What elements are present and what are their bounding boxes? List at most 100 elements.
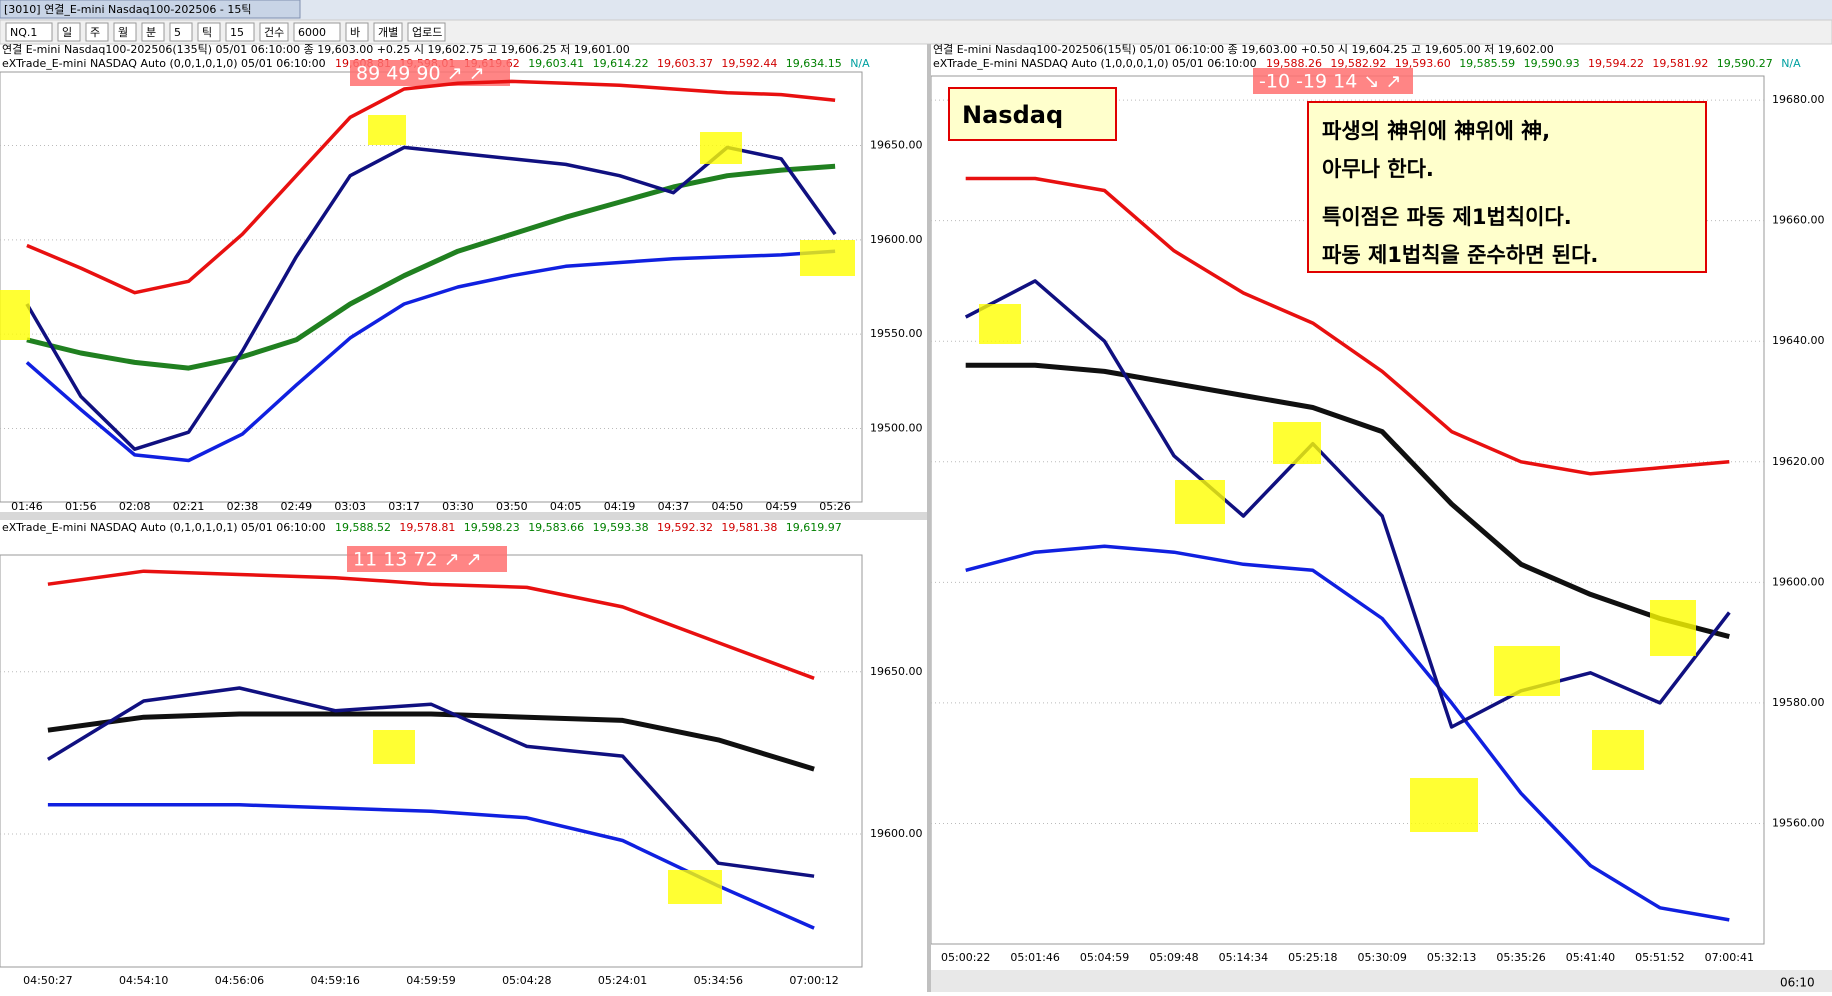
toolbar-button[interactable] bbox=[85, 22, 109, 42]
toolbar-button[interactable] bbox=[197, 22, 221, 42]
indicator-value: 19,581.38 bbox=[721, 521, 777, 534]
indicator-value: 19,581.92 bbox=[1652, 57, 1708, 70]
x-tick-label: 04:05 bbox=[550, 500, 582, 513]
y-tick-label: 19560.00 bbox=[1772, 816, 1825, 829]
time-label: 06:10 bbox=[1780, 976, 1815, 990]
header-line: eXTrade_E-mini NASDAQ Auto (0,0,1,0,1,0)… bbox=[2, 57, 326, 70]
indicator-value: 19,593.38 bbox=[593, 521, 649, 534]
x-tick-label: 05:26 bbox=[819, 500, 851, 513]
x-tick-label: 05:04:59 bbox=[1080, 951, 1129, 964]
x-tick-label: 05:00:22 bbox=[941, 951, 990, 964]
x-tick-label: 05:35:26 bbox=[1496, 951, 1545, 964]
toolbar-button[interactable] bbox=[113, 22, 137, 42]
toolbar-button[interactable] bbox=[169, 22, 193, 42]
indicator-value: N/A bbox=[850, 57, 870, 70]
series-line bbox=[47, 711, 815, 772]
x-tick-label: 05:41:40 bbox=[1566, 951, 1615, 964]
toolbar-label: 업로드 bbox=[412, 26, 442, 39]
toolbar-button[interactable] bbox=[259, 22, 289, 42]
toolbar-label: NQ.1 bbox=[10, 26, 37, 39]
indicator-value: 19,603.41 bbox=[528, 57, 584, 70]
toolbar-label: 틱 bbox=[202, 26, 212, 39]
x-tick-label: 03:50 bbox=[496, 500, 528, 513]
toolbar-label: 바 bbox=[350, 26, 360, 39]
indicator-value: 19,598.23 bbox=[464, 521, 520, 534]
highlight-boxes bbox=[0, 115, 1696, 904]
y-tick-label: 19580.00 bbox=[1772, 696, 1825, 709]
y-tick-label: 19600.00 bbox=[870, 233, 923, 246]
box bbox=[368, 115, 406, 145]
x-tick-label: 07:00:41 bbox=[1705, 951, 1754, 964]
x-tick-label: 05:32:13 bbox=[1427, 951, 1476, 964]
toolbar-button[interactable] bbox=[5, 22, 53, 42]
indicator-value: N/A bbox=[1781, 57, 1801, 70]
box bbox=[1410, 778, 1478, 832]
x-tick-label: 05:34:56 bbox=[694, 974, 743, 987]
x-tick-label: 07:00:12 bbox=[789, 974, 838, 987]
box bbox=[979, 304, 1021, 344]
y-tick-label: 19640.00 bbox=[1772, 334, 1825, 347]
x-tick-label: 05:14:34 bbox=[1219, 951, 1268, 964]
toolbar-button[interactable] bbox=[345, 22, 369, 42]
window-title: [3010] 연결_E-mini Nasdaq100-202506 - 15틱 bbox=[4, 3, 251, 16]
indicator-value: 19,590.27 bbox=[1717, 57, 1773, 70]
box bbox=[373, 730, 415, 764]
box bbox=[1592, 730, 1644, 770]
x-tick-label: 05:25:18 bbox=[1288, 951, 1337, 964]
indicator-value: 19,582.92 bbox=[1330, 57, 1386, 70]
x-tick-label: 04:59 bbox=[765, 500, 797, 513]
x-tick-label: 02:38 bbox=[227, 500, 259, 513]
header-line: 연결 E-mini Nasdaq100-202506(15틱) 05/01 06… bbox=[933, 43, 1554, 56]
x-tick-label: 01:56 bbox=[65, 500, 97, 513]
annotation-line: 파생의 神위에 神위에 神, bbox=[1322, 119, 1550, 143]
indicator-value: 19,585.59 bbox=[1459, 57, 1515, 70]
y-tick-label: 19600.00 bbox=[870, 827, 923, 840]
box bbox=[800, 240, 855, 276]
x-tick-label: 05:30:09 bbox=[1358, 951, 1407, 964]
x-tick-label: 02:21 bbox=[173, 500, 205, 513]
x-tick-label: 03:03 bbox=[334, 500, 366, 513]
series-line bbox=[25, 145, 837, 451]
y-tick-label: 19550.00 bbox=[870, 327, 923, 340]
x-tick-label: 04:37 bbox=[658, 500, 690, 513]
box bbox=[668, 870, 722, 904]
toolbar-button[interactable] bbox=[225, 22, 255, 42]
x-tick-label: 05:24:01 bbox=[598, 974, 647, 987]
series-line bbox=[965, 362, 1730, 640]
scrollbar[interactable] bbox=[931, 970, 1832, 992]
toolbar-button[interactable] bbox=[57, 22, 81, 42]
toolbar-label: 주 bbox=[90, 26, 100, 39]
toolbar-label: 월 bbox=[118, 26, 128, 39]
signal: 11 13 72 ↗ ↗ bbox=[353, 549, 482, 571]
x-tick-label: 04:50 bbox=[711, 500, 743, 513]
annotation-box bbox=[1307, 101, 1707, 273]
box bbox=[1273, 422, 1321, 464]
x-tick-label: 02:08 bbox=[119, 500, 151, 513]
tab[interactable] bbox=[0, 0, 301, 19]
splitter bbox=[0, 512, 927, 520]
box bbox=[1494, 646, 1560, 696]
toolbar-button[interactable] bbox=[293, 22, 341, 42]
y-tick-label: 19650.00 bbox=[870, 139, 923, 152]
box bbox=[700, 132, 742, 164]
x-tick-label: 05:01:46 bbox=[1010, 951, 1059, 964]
x-tick-label: 05:09:48 bbox=[1149, 951, 1198, 964]
toolbar-label: 건수 bbox=[264, 26, 284, 39]
toolbar-label: 일 bbox=[62, 25, 72, 39]
box bbox=[0, 290, 30, 340]
signal: -10 -19 14 ↘ ↗ bbox=[1259, 71, 1401, 93]
y-tick-label: 19650.00 bbox=[870, 665, 923, 678]
signal: 89 49 90 ↗ ↗ bbox=[356, 63, 485, 85]
indicator-value: 19,583.66 bbox=[528, 521, 584, 534]
x-tick-label: 05:04:28 bbox=[502, 974, 551, 987]
series-line bbox=[47, 569, 815, 680]
series-line bbox=[965, 544, 1730, 922]
toolbar-label: 6000 bbox=[298, 26, 326, 39]
x-tick-label: 03:17 bbox=[388, 500, 420, 513]
toolbar-button[interactable] bbox=[141, 22, 165, 42]
x-tick-label: 04:56:06 bbox=[215, 974, 264, 987]
toolbar-button[interactable] bbox=[373, 22, 403, 42]
toolbar-button[interactable] bbox=[407, 22, 446, 42]
x-tick-label: 04:59:59 bbox=[406, 974, 455, 987]
